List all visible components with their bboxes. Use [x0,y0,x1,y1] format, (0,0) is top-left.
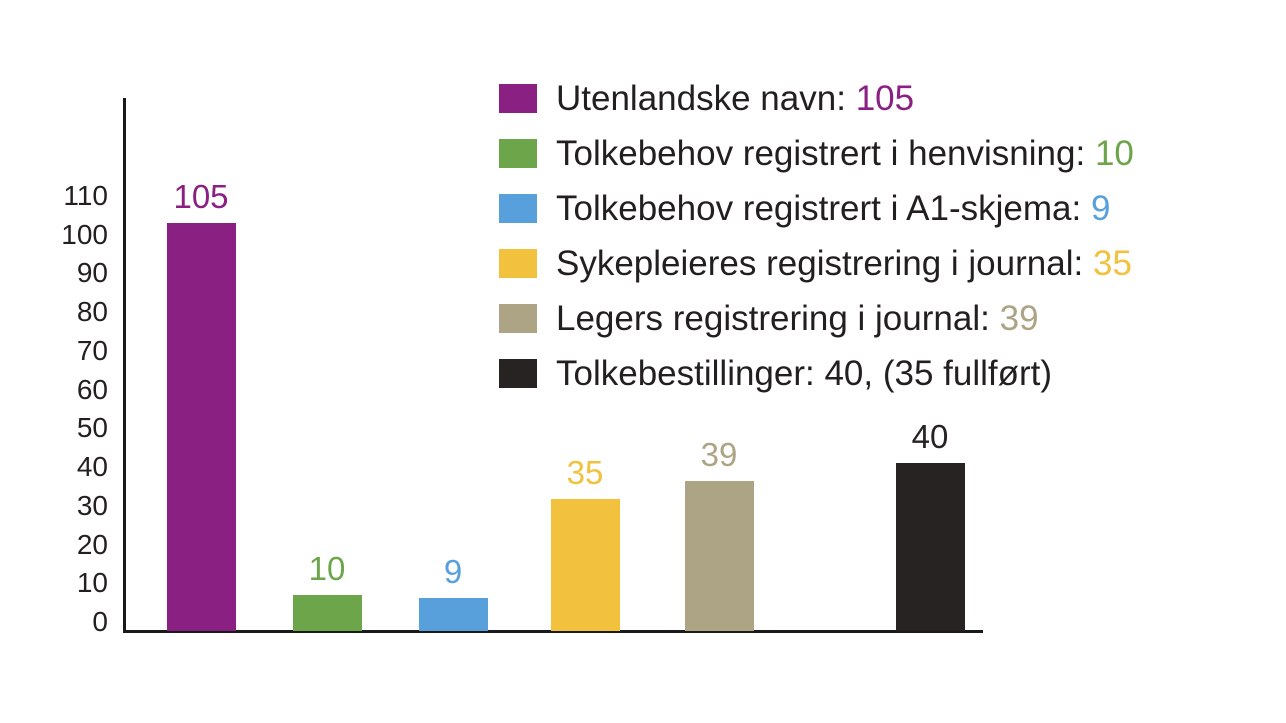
y-axis-tick-label: 10 [76,567,108,599]
y-axis-line [123,98,126,633]
legend-swatch [499,139,537,168]
y-axis-tick-label: 110 [63,179,108,211]
legend-item-text: Tolkebestillinger: 40, (35 fullført) [556,356,1052,391]
bar [166,223,236,631]
bar [292,595,362,631]
legend-item-label: Tolkebehov registrert i henvisning: [556,134,1086,173]
y-axis-tick-label: 80 [76,296,108,328]
y-axis-tick-label: 100 [61,218,108,250]
bar [550,499,620,631]
legend-item: Tolkebehov registrert i A1-skjema: 9 [499,191,1134,226]
legend-item-label: Tolkebestillinger: 40, (35 fullført) [556,354,1053,393]
legend-item: Utenlandske navn: 105 [499,81,1134,116]
legend-swatch [499,194,537,223]
y-axis-tick-label: 70 [76,334,108,366]
legend-item-text: Sykepleieres registrering i journal: 35 [556,246,1132,281]
legend-item-value: 105 [855,79,915,118]
bar [418,598,488,631]
bar-value-label: 10 [308,550,346,587]
bar-value-label: 105 [173,178,229,215]
legend-swatch [499,249,537,278]
y-axis-tick-label: 40 [76,451,108,483]
bar [895,463,965,631]
bar-value-label: 9 [443,553,463,590]
bar-value-label: 35 [566,454,604,491]
y-axis-tick-label: 60 [76,373,108,405]
legend-item-text: Utenlandske navn: 105 [556,81,914,116]
legend-swatch [499,304,537,333]
bar [684,481,754,631]
legend-item-value: 9 [1091,189,1111,228]
legend-item-text: Tolkebehov registrert i A1-skjema: 9 [556,191,1111,226]
legend-item: Tolkebestillinger: 40, (35 fullført) [499,356,1134,391]
bar-value-label: 40 [911,418,949,455]
legend-item-value: 10 [1094,134,1134,173]
y-axis-tick-label: 90 [76,257,108,289]
legend-item-text: Tolkebehov registrert i henvisning: 10 [556,136,1134,171]
legend-item: Tolkebehov registrert i henvisning: 10 [499,136,1134,171]
legend-item: Sykepleieres registrering i journal: 35 [499,246,1134,281]
legend-swatch [499,84,537,113]
legend: Utenlandske navn: 105 Tolkebehov registrer… [499,81,1134,391]
x-axis-line [123,630,983,633]
legend-item-label: Tolkebehov registrert i A1-skjema: [556,189,1082,228]
legend-item-value: 39 [999,299,1039,338]
legend-item-label: Sykepleieres registrering i journal: [556,244,1084,283]
legend-item-text: Legers registrering i journal: 39 [556,301,1039,336]
y-axis-tick-label: 30 [76,489,108,521]
y-axis-tick-label: 0 [92,606,108,637]
y-axis-tick-label: 20 [76,528,108,560]
legend-item-label: Legers registrering i journal: [556,299,990,338]
legend-item-label: Utenlandske navn: [556,79,846,118]
legend-item: Legers registrering i journal: 39 [499,301,1134,336]
y-axis-tick-label: 50 [76,412,108,444]
legend-swatch [499,359,537,388]
legend-item-value: 35 [1092,244,1132,283]
bar-value-label: 39 [700,436,738,473]
